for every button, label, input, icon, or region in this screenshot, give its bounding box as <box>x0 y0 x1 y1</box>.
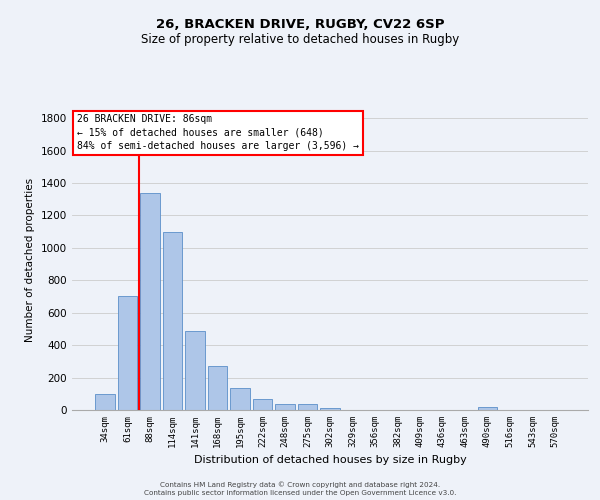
Text: 26 BRACKEN DRIVE: 86sqm
← 15% of detached houses are smaller (648)
84% of semi-d: 26 BRACKEN DRIVE: 86sqm ← 15% of detache… <box>77 114 359 151</box>
Bar <box>208 366 227 410</box>
Bar <box>230 388 250 410</box>
Bar <box>118 296 137 410</box>
Bar <box>298 404 317 410</box>
Bar <box>275 404 295 410</box>
X-axis label: Distribution of detached houses by size in Rugby: Distribution of detached houses by size … <box>194 456 466 466</box>
Text: Size of property relative to detached houses in Rugby: Size of property relative to detached ho… <box>141 32 459 46</box>
Text: 26, BRACKEN DRIVE, RUGBY, CV22 6SP: 26, BRACKEN DRIVE, RUGBY, CV22 6SP <box>156 18 444 30</box>
Bar <box>95 394 115 410</box>
Y-axis label: Number of detached properties: Number of detached properties <box>25 178 35 342</box>
Bar <box>478 407 497 410</box>
Bar <box>185 330 205 410</box>
Text: Contains HM Land Registry data © Crown copyright and database right 2024.: Contains HM Land Registry data © Crown c… <box>160 481 440 488</box>
Text: Contains public sector information licensed under the Open Government Licence v3: Contains public sector information licen… <box>144 490 456 496</box>
Bar <box>163 232 182 410</box>
Bar <box>253 398 272 410</box>
Bar <box>140 192 160 410</box>
Bar <box>320 408 340 410</box>
